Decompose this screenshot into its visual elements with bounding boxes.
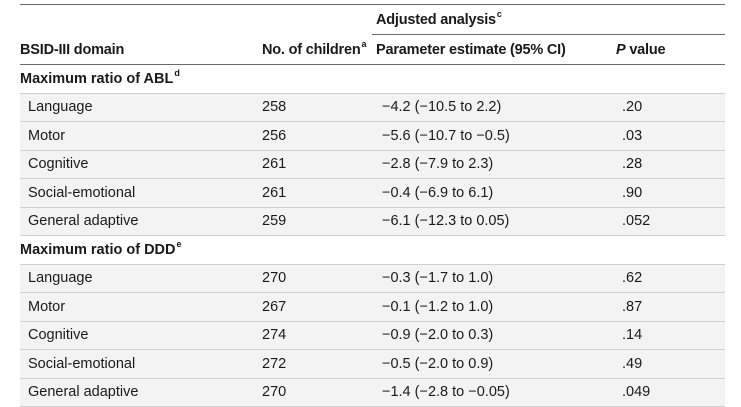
children-count-cell: 274: [262, 321, 382, 350]
children-count-cell: 258: [262, 93, 382, 122]
children-count-cell: 261: [262, 150, 382, 179]
children-count-cell: 259: [262, 207, 382, 236]
parameter-estimate-cell: −0.3 (−1.7 to 1.0): [382, 264, 622, 293]
parameter-estimate-cell: −5.6 (−10.7 to −0.5): [382, 121, 622, 151]
domain-cell: Cognitive: [20, 321, 262, 350]
estimate-column-header: Parameter estimate (95% CI): [376, 42, 566, 58]
table-top-rule: [20, 4, 725, 5]
section-title: Maximum ratio of DDDe: [20, 235, 725, 265]
table-row: General adaptive 259 −6.1 (−12.3 to 0.05).…: [20, 207, 725, 236]
parameter-estimate-cell: −2.8 (−7.9 to 2.3): [382, 150, 622, 179]
children-count-cell: 270: [262, 264, 382, 293]
domain-cell: Language: [20, 93, 262, 122]
p-value-column-header: P value: [616, 42, 666, 58]
children-column-header: No. of childrena: [262, 39, 367, 58]
p-value-cell: .62: [622, 264, 725, 293]
table-row: Motor 267 −0.1 (−1.2 to 1.0) .87: [20, 292, 725, 322]
parameter-estimate-cell: −4.2 (−10.5 to 2.2): [382, 93, 622, 122]
table-row: Social-emotional 261 −0.4 (−6.9 to 6.1) .90: [20, 178, 725, 208]
section-title: Maximum ratio of ABLd: [20, 65, 725, 94]
table-row: General adaptive 270 −1.4 (−2.8 to −0.05).…: [20, 378, 725, 407]
domain-cell: Social-emotional: [20, 178, 262, 208]
domain-cell: Language: [20, 264, 262, 293]
children-count-cell: 267: [262, 292, 382, 322]
p-value-cell: .14: [622, 321, 725, 350]
section-header-row: Maximum ratio of ABLd: [20, 65, 725, 94]
parameter-estimate-cell: −1.4 (−2.8 to −0.05): [382, 378, 622, 407]
adjusted-analysis-header: Adjusted analysisc: [376, 9, 502, 28]
parameter-estimate-cell: −0.4 (−6.9 to 6.1): [382, 178, 622, 208]
children-count-cell: 270: [262, 378, 382, 407]
table-row: Language 258 −4.2 (−10.5 to 2.2) .20: [20, 93, 725, 122]
section-header-row: Maximum ratio of DDDe: [20, 235, 725, 265]
p-value-cell: .28: [622, 150, 725, 179]
table-row: Cognitive 274 −0.9 (−2.0 to 0.3) .14: [20, 321, 725, 350]
p-value-cell: .49: [622, 349, 725, 379]
domain-column-header: BSID-III domain: [20, 42, 125, 58]
domain-cell: General adaptive: [20, 378, 262, 407]
section-title-footnote: e: [176, 238, 182, 249]
table-row: Cognitive 261 −2.8 (−7.9 to 2.3) .28: [20, 150, 725, 179]
domain-cell: General adaptive: [20, 207, 262, 236]
results-table: Maximum ratio of ABLd Language 258 −4.2 (−1…: [20, 65, 725, 407]
children-count-cell: 261: [262, 178, 382, 208]
parameter-estimate-cell: −6.1 (−12.3 to 0.05): [382, 207, 622, 236]
section-title-text: Maximum ratio of ABL: [20, 70, 174, 87]
p-value-cell: .052: [622, 207, 725, 236]
parameter-estimate-cell: −0.1 (−1.2 to 1.0): [382, 292, 622, 322]
p-value-cell: .049: [622, 378, 725, 407]
p-value-cell: .03: [622, 121, 725, 151]
header-bottom-rule: [20, 64, 725, 65]
parameter-estimate-cell: −0.5 (−2.0 to 0.9): [382, 349, 622, 379]
domain-cell: Motor: [20, 121, 262, 151]
table-row: Language 270 −0.3 (−1.7 to 1.0) .62: [20, 264, 725, 293]
children-count-cell: 256: [262, 121, 382, 151]
domain-cell: Social-emotional: [20, 349, 262, 379]
section-title-footnote: d: [174, 67, 180, 78]
section-title-text: Maximum ratio of DDD: [20, 241, 176, 258]
table-row: Motor 256 −5.6 (−10.7 to −0.5) .03: [20, 121, 725, 151]
p-value-cell: .90: [622, 178, 725, 208]
p-value-cell: .20: [622, 93, 725, 122]
p-value-cell: .87: [622, 292, 725, 322]
domain-cell: Cognitive: [20, 150, 262, 179]
children-count-cell: 272: [262, 349, 382, 379]
parameter-estimate-cell: −0.9 (−2.0 to 0.3): [382, 321, 622, 350]
domain-cell: Motor: [20, 292, 262, 322]
table-row: Social-emotional 272 −0.5 (−2.0 to 0.9) .49: [20, 349, 725, 379]
adjusted-analysis-rule: [372, 34, 725, 35]
